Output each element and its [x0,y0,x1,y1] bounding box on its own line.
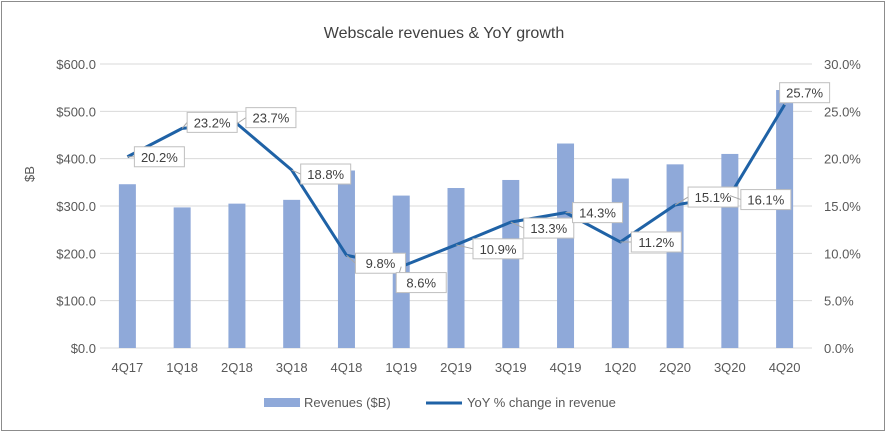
bar-series [118,90,794,349]
x-tick-label: 1Q19 [385,360,417,375]
data-label-text: 11.2% [638,235,674,250]
right-tick-label: 30.0% [824,57,861,72]
data-label-text: 8.6% [406,276,436,291]
legend: Revenues ($B) YoY % change in revenue [264,395,616,410]
data-label-text: 23.7% [252,111,289,126]
chart-frame: Webscale revenues & YoY growth $B 20.2% 2… [1,1,885,431]
legend-label: YoY % change in revenue [467,395,616,410]
data-labels: 20.2% 23.2% 23.7% 18.8% 9.8% 8.6% 10.9% 13.3% 14… [127,82,831,294]
x-tick-label: 2Q20 [659,360,691,375]
x-tick-label: 3Q20 [714,360,746,375]
bar [228,203,246,348]
data-label: 15.1% [674,186,739,208]
bar [118,184,136,348]
left-tick-label: $100.0 [56,294,96,309]
x-tick-label: 4Q19 [550,360,582,375]
x-axis: 4Q17 1Q18 2Q18 3Q18 4Q18 1Q19 2Q19 3Q19 4Q19 1Q20… [111,360,800,375]
data-label: 8.6% [395,266,447,294]
right-tick-label: 10.0% [824,246,861,261]
data-label-text: 10.9% [480,242,517,257]
data-label: 10.9% [455,238,524,260]
left-tick-label: $200.0 [56,246,96,261]
data-label: 25.7% [779,82,831,105]
y-axis-label: $B [22,166,37,182]
data-label-text: 9.8% [366,256,396,271]
data-label: 16.1% [729,189,792,211]
x-tick-label: 3Q18 [276,360,308,375]
right-axis: 0.0% 5.0% 10.0% 15.0% 20.0% 25.0% 30.0% [824,57,861,356]
left-tick-label: $500.0 [56,104,96,119]
data-label-text: 20.2% [141,150,178,165]
bar [666,164,684,348]
x-tick-label: 4Q17 [111,360,143,375]
data-label: 13.3% [510,217,575,239]
x-tick-label: 1Q18 [166,360,198,375]
data-label-text: 16.1% [747,193,784,208]
chart-title: Webscale revenues & YoY growth [324,25,564,42]
data-label-text: 23.2% [194,115,231,130]
data-label-text: 15.1% [695,190,732,205]
chart-svg: Webscale revenues & YoY growth $B 20.2%2… [22,25,861,410]
left-tick-label: $600.0 [56,57,96,72]
data-label-text: 18.8% [307,167,344,182]
right-tick-label: 0.0% [824,341,854,356]
data-label: 18.8% [291,163,352,185]
data-label: 11.2% [620,231,682,253]
bar [337,170,355,348]
left-tick-label: $0.0 [71,341,96,356]
data-label: 23.2% [181,111,238,133]
legend-swatch [264,398,300,407]
left-tick-label: $300.0 [56,199,96,214]
right-tick-label: 25.0% [824,104,861,119]
bar [502,179,520,348]
x-tick-label: 4Q20 [769,360,801,375]
legend-label: Revenues ($B) [304,395,391,410]
data-label: 14.3% [565,202,624,224]
data-label-text: 14.3% [579,206,616,221]
left-axis: $0.0 $100.0 $200.0 $300.0 $400.0 $500.0 $600.0 [56,57,96,356]
x-tick-label: 4Q18 [331,360,363,375]
bar [557,143,575,348]
data-label-text: 13.3% [530,221,567,236]
x-tick-label: 2Q18 [221,360,253,375]
legend-item-yoy: YoY % change in revenue [426,395,616,410]
data-label: 23.7% [236,107,297,129]
legend-item-revenues: Revenues ($B) [264,395,391,410]
data-label: 9.8% [346,252,406,274]
bar [283,199,301,348]
x-tick-label: 3Q19 [495,360,527,375]
data-label: 20.2% [127,146,185,168]
x-tick-label: 2Q19 [440,360,472,375]
x-tick-label: 1Q20 [604,360,636,375]
right-tick-label: 5.0% [824,294,854,309]
bar [447,188,465,348]
right-tick-label: 15.0% [824,199,861,214]
right-tick-label: 20.0% [824,152,861,167]
left-tick-label: $400.0 [56,152,96,167]
bar [776,90,794,349]
data-label-text: 25.7% [786,86,823,101]
bar [173,207,191,348]
